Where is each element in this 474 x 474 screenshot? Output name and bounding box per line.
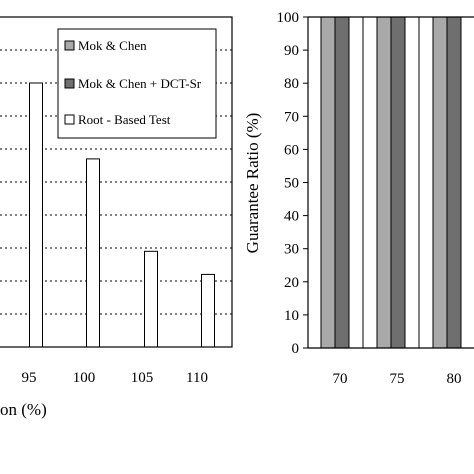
right-y-tick-label: 0 (292, 341, 300, 357)
right-y-tick-label: 60 (284, 142, 299, 158)
right-bar (390, 16, 406, 349)
left-x-tick-label: 110 (186, 370, 208, 386)
left-bar (86, 158, 100, 348)
right-x-tick-label: 70 (333, 371, 348, 387)
left-bar (144, 250, 158, 348)
left-x-tick-label: 100 (73, 370, 96, 386)
right-bar (446, 16, 462, 349)
legend-swatch (64, 78, 75, 89)
right-bar (376, 16, 392, 349)
left-chart: 95 100 105 110 on (%) Mok & Chen Mok & Chen + … (0, 16, 233, 419)
right-x-tick-label: 80 (447, 371, 462, 387)
right-y-tick-label: 40 (284, 209, 299, 225)
left-plot-frame (0, 16, 233, 348)
right-bar (460, 16, 474, 349)
left-legend: Mok & Chen Mok & Chen + DCT-Sr Root - Base… (57, 28, 217, 139)
right-bar (320, 16, 336, 349)
right-y-tick-label: 10 (284, 308, 299, 324)
right-bar (404, 16, 420, 349)
legend-swatch (64, 114, 75, 125)
right-y-tick-label: 100 (277, 10, 300, 26)
right-chart: 0 10 20 30 40 50 60 70 80 90 100 70 75 80 Guarantee Ra… (243, 10, 474, 387)
right-y-tick-label: 30 (284, 242, 299, 258)
right-y-axis-title: Guarantee Ratio (%) (243, 113, 262, 254)
right-bar (348, 16, 364, 349)
left-bar (29, 82, 43, 348)
left-bar (201, 273, 215, 348)
right-x-tick-label: 75 (390, 371, 405, 387)
legend-box (57, 28, 217, 139)
left-x-axis-title: on (%) (0, 400, 47, 419)
right-bar (334, 16, 350, 349)
right-y-tick-label: 50 (284, 176, 299, 192)
legend-label: Root - Based Test (78, 112, 171, 127)
legend-swatch (64, 40, 75, 51)
left-x-tick-label: 105 (131, 370, 154, 386)
right-y-tick-label: 90 (284, 43, 299, 59)
right-bar (432, 16, 448, 349)
left-x-tick-label: 95 (22, 370, 37, 386)
right-y-tick-label: 80 (284, 76, 299, 92)
right-y-tick-label: 70 (284, 109, 299, 125)
legend-label: Mok & Chen + DCT-Sr (78, 76, 202, 91)
legend-label: Mok & Chen (78, 38, 147, 53)
right-y-tick-label: 20 (284, 275, 299, 291)
